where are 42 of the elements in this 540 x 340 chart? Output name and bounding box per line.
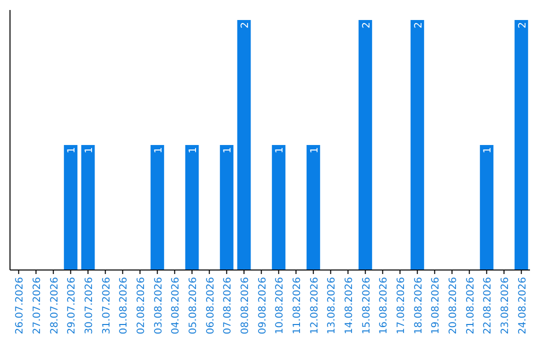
x-tick-label: 22.08.2026 [482,277,494,334]
x-tick-label: 12.08.2026 [309,277,320,334]
x-tick-label: 28.07.2026 [49,277,60,334]
x-tick-label: 29.07.2026 [66,277,78,334]
x-tick-label: 21.08.2026 [465,277,476,334]
x-tick-label: 13.08.2026 [326,277,338,334]
x-tick-label: 16.08.2026 [378,277,390,334]
x-tick-label: 03.08.2026 [153,277,164,334]
x-tick-label: 10.08.2026 [274,277,286,334]
x-tick-label: 20.08.2026 [448,277,459,334]
data-label: 1 [274,147,286,154]
x-tick-label: 27.07.2026 [32,277,43,334]
x-tick-label: 31.07.2026 [101,277,112,334]
data-label: 2 [240,22,251,28]
x-tick-label: 26.07.2026 [14,277,26,334]
x-tick-label: 14.08.2026 [344,277,355,334]
x-tick-label: 11.08.2026 [292,277,303,334]
x-tick-label: 24.08.2026 [517,277,528,334]
data-label: 1 [84,147,95,154]
x-tick-label: 05.08.2026 [188,277,199,334]
x-tick-label: 23.08.2026 [500,277,511,334]
data-label: 1 [66,147,78,154]
data-label: 1 [482,147,494,154]
data-label: 1 [222,147,234,154]
x-tick-label: 19.08.2026 [430,277,442,334]
data-label: 2 [517,22,528,28]
x-tick-label: 15.08.2026 [361,277,372,334]
data-label: 1 [153,147,164,154]
x-tick-label: 30.07.2026 [84,277,95,334]
x-tick-label: 09.08.2026 [257,277,268,334]
x-tick-label: 01.08.2026 [118,277,130,334]
x-tick-label: 02.08.2026 [136,277,147,334]
x-tick-label: 07.08.2026 [222,277,234,334]
x-tick-label: 18.08.2026 [413,277,424,334]
data-label: 1 [309,147,320,154]
x-tick-label: 06.08.2026 [205,277,216,334]
data-label: 2 [361,22,372,28]
data-label: 2 [413,22,424,28]
data-label: 1 [188,147,199,154]
x-tick-label: 04.08.2026 [170,277,182,334]
x-tick-label: 17.08.2026 [396,277,407,334]
x-tick-label: 08.08.2026 [240,277,251,334]
